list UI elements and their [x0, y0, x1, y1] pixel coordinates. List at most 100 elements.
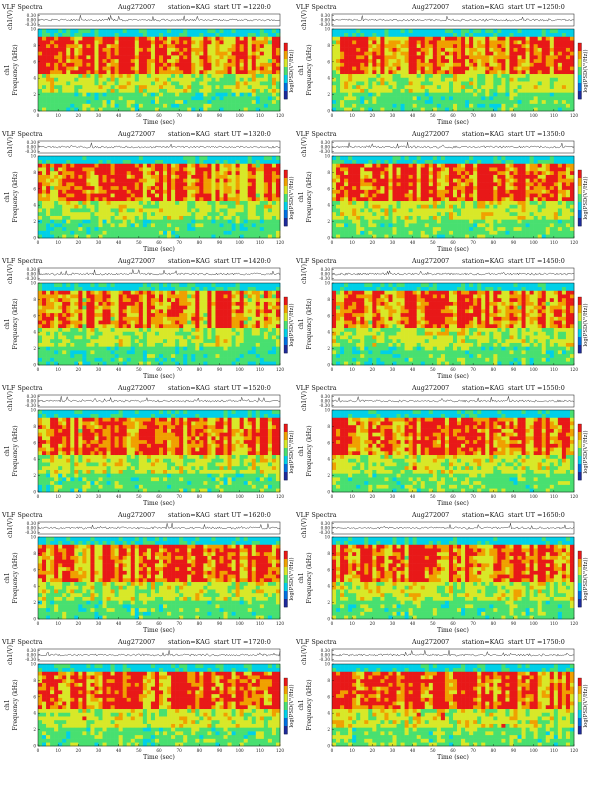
spectrogram-cell [179, 43, 184, 48]
spectrogram-cell [142, 40, 148, 45]
spectrogram-cell [432, 32, 438, 37]
spectrogram-cell [211, 36, 216, 41]
spectrogram-cell [440, 84, 446, 89]
spectrogram-cell [517, 107, 522, 112]
spectrogram-cell [436, 96, 442, 101]
spectrogram-cell [70, 197, 75, 202]
spectrogram-cell [271, 234, 277, 239]
spectrogram-cell [428, 204, 434, 209]
spectrogram-cell [239, 99, 244, 104]
spectrogram-cell [106, 88, 111, 93]
spectrogram-cell [388, 200, 393, 205]
spectrogram-cell [440, 208, 446, 213]
spectrogram-cell [529, 51, 534, 56]
spectrogram-cell [340, 43, 345, 48]
spectrogram-cell [239, 230, 244, 235]
spectrogram-ytick-label: 6 [33, 59, 36, 64]
spectrogram-cell [360, 103, 365, 108]
spectrogram-cell [58, 215, 63, 220]
spectrogram-cell [461, 223, 466, 228]
spectrogram-cell [396, 185, 401, 190]
spectrogram-cell [94, 223, 99, 228]
colorbar-segment [284, 170, 288, 179]
spectrogram-cell [70, 55, 75, 60]
spectrogram-cell [179, 96, 184, 101]
spectrogram-cell [396, 103, 401, 108]
spectrogram-cell [207, 219, 212, 224]
spectrogram-cell [444, 47, 450, 52]
spectrogram-cell [163, 200, 168, 205]
spectrogram-cell [549, 107, 555, 112]
spectrogram-cell [263, 66, 269, 71]
spectrogram-cell [267, 66, 273, 71]
spectrogram-cell [340, 81, 345, 86]
panel-station-label: station=KAG [462, 3, 504, 11]
spectrogram-cell [54, 62, 59, 67]
spectrogram-cell [489, 66, 494, 71]
spectrogram-cell [529, 107, 534, 112]
spectrogram-cell [537, 43, 543, 48]
spectrogram-cell [517, 73, 522, 78]
spectrogram-cell [352, 167, 357, 172]
spectrogram-cell [493, 32, 498, 37]
spectrogram-cell [46, 219, 51, 224]
spectrogram-cell [392, 170, 397, 175]
spectrogram-cell [122, 96, 128, 101]
spectrogram-cell [110, 215, 115, 220]
spectrogram-cell [203, 96, 208, 101]
spectrogram-cell [82, 40, 87, 45]
spectrogram-cell [408, 230, 413, 235]
spectrogram-cell [114, 197, 119, 202]
spectrogram-cell [142, 99, 148, 104]
spectrogram-cell [428, 167, 434, 172]
spectrogram-cell [267, 230, 273, 235]
spectrogram-cell [424, 96, 430, 101]
spectrogram-cell [263, 215, 269, 220]
spectrogram-cell [251, 234, 257, 239]
spectrogram-cell [392, 182, 397, 187]
spectrogram-cell [332, 81, 337, 86]
spectrogram-cell [150, 51, 156, 56]
spectrogram-cell [444, 163, 450, 168]
spectrogram-cell [481, 208, 486, 213]
spectrogram-cell [90, 103, 95, 108]
spectrogram-cell [380, 47, 385, 52]
spectrogram-cell [348, 84, 353, 89]
spectrogram-cell [259, 193, 265, 198]
spectrogram-cell [110, 62, 115, 67]
spectrogram-cell [509, 96, 514, 101]
spectrogram-cell [465, 92, 470, 97]
spectrogram-cell [231, 51, 236, 56]
spectrogram-cell [126, 88, 132, 93]
spectrogram-cell [179, 170, 184, 175]
spectrogram-cell [171, 219, 176, 224]
spectrogram-cell [167, 170, 172, 175]
spectrogram-cell [384, 62, 389, 67]
spectrogram-cell [171, 99, 176, 104]
spectrogram-cell [82, 211, 87, 216]
spectrogram-cell [545, 43, 551, 48]
spectrogram-cell [400, 88, 405, 93]
spectrogram-cell [102, 55, 107, 60]
spectrogram-cell [408, 58, 413, 63]
spectrogram-cell [110, 182, 115, 187]
spectrogram-cell [513, 29, 518, 34]
spectrogram-cell [444, 40, 450, 45]
spectrogram-cell [457, 40, 462, 45]
spectrogram-cell [134, 84, 140, 89]
spectrogram-cell [66, 185, 71, 190]
spectrogram-cell [420, 223, 426, 228]
spectrogram-cell [396, 219, 401, 224]
spectrogram-cell [372, 193, 377, 198]
spectrogram-cell [255, 84, 261, 89]
spectrogram-cell [106, 36, 111, 41]
spectrogram-cell [118, 62, 123, 67]
spectrogram-cell [461, 62, 466, 67]
spectrogram-cell [171, 156, 176, 161]
spectrogram-cell [392, 32, 397, 37]
spectrogram-cell [142, 58, 148, 63]
spectrogram-cell [360, 73, 365, 78]
spectrogram-cell [211, 200, 216, 205]
spectrogram-cell [247, 204, 253, 209]
spectrogram-cell [247, 62, 253, 67]
